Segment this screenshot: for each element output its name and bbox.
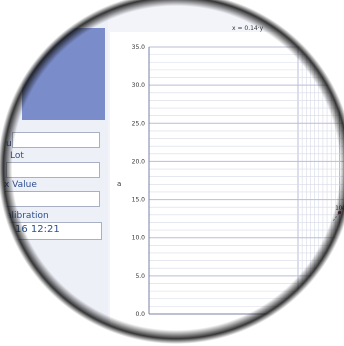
point-label: 100 [335,206,344,212]
y-axis-label: a [117,180,121,188]
y-tick-label: 25.0 [132,120,146,127]
x-axis-label: 1 / µ [254,322,270,330]
y-tick-label: 20.0 [132,158,146,165]
equation-text: x = 0.14·y [232,25,264,32]
y-tick-label: 30.0 [132,82,146,89]
y-tick-label: 35.0 [132,44,146,51]
y-tick-label: 15.0 [132,197,146,204]
x-tick-label: 1.0 [335,313,344,320]
y-tick-label: 0.0 [135,311,145,318]
y-tick-label: 5.0 [135,273,145,280]
y-tick-label: 10.0 [132,235,146,242]
